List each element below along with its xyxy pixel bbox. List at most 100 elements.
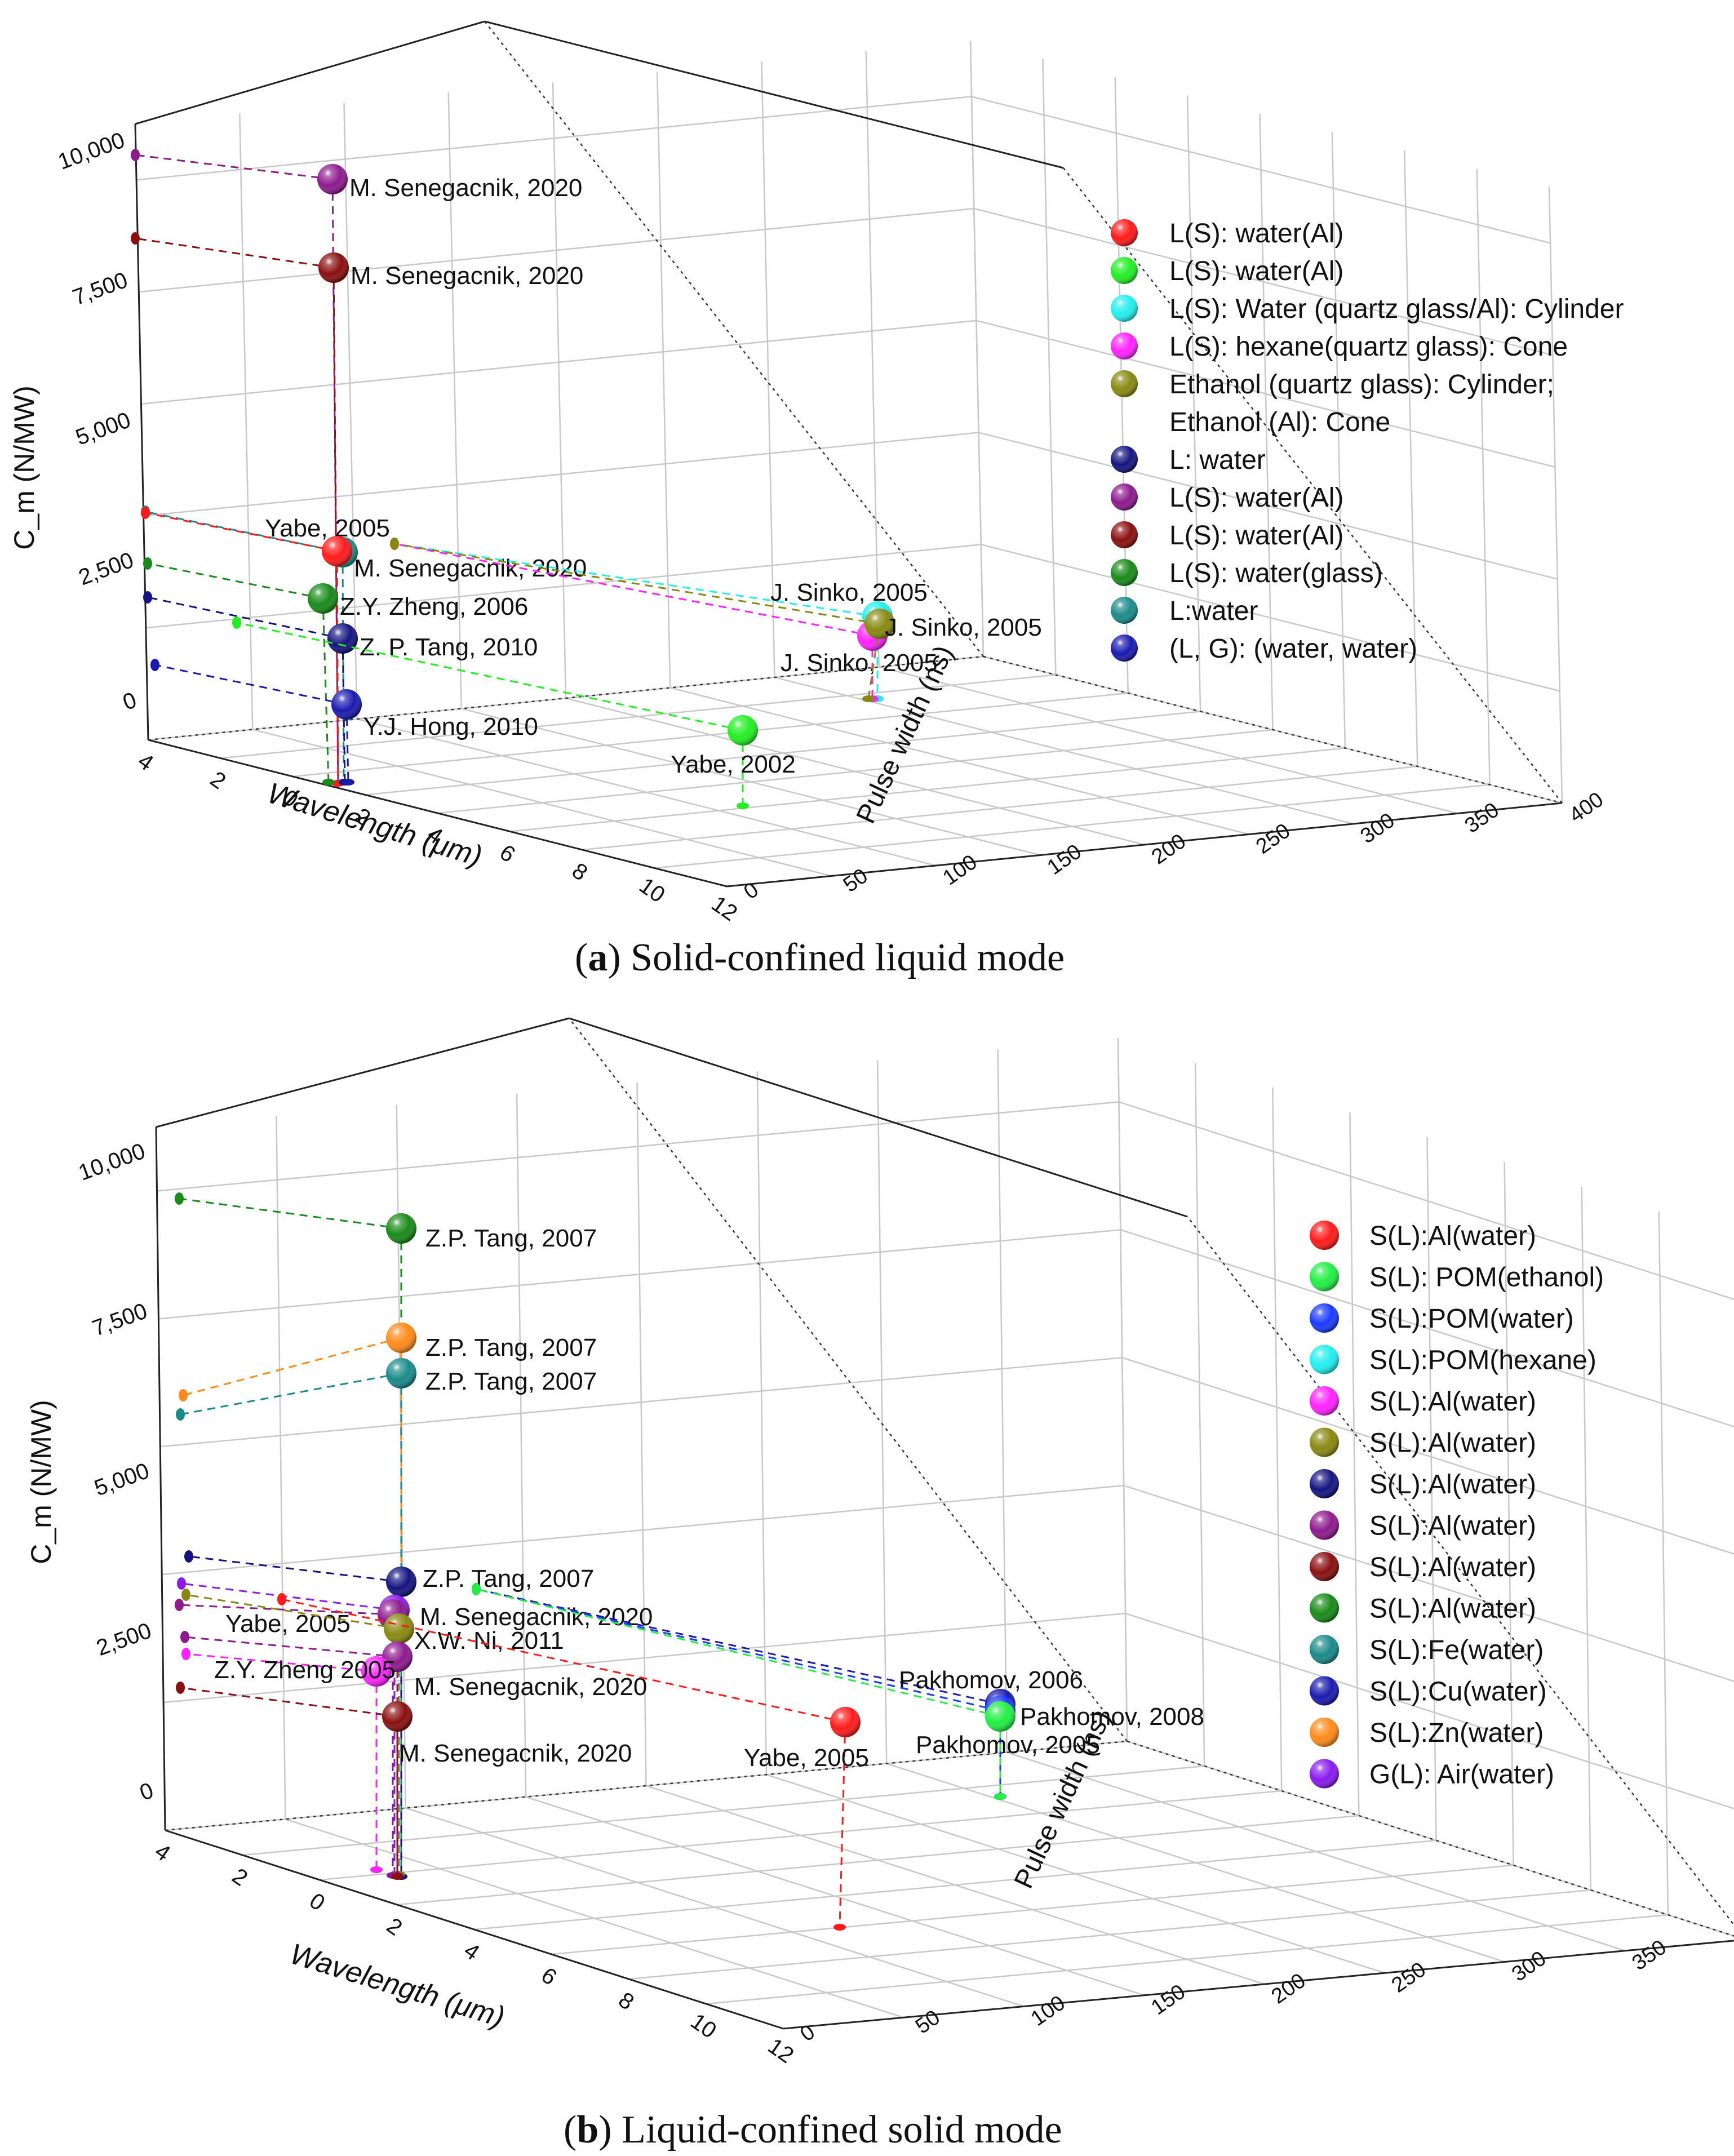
pb-data-label: Z.P. Tang, 2007	[423, 1565, 594, 1592]
pb-z-axis-title: C_m (N/MW)	[25, 1400, 57, 1564]
pb-box-edges	[155, 1017, 1734, 2030]
pb-floor-marker	[994, 1793, 1006, 1800]
pa-wall-marker	[131, 149, 140, 161]
pb-floor-grid-x	[551, 1864, 1514, 1955]
pb-data-point: M. Senegacnik, 2020	[176, 1682, 632, 1880]
pb-legend-item: S(L):Al(water)	[1310, 1552, 1536, 1582]
pb-projection-line	[181, 1582, 395, 1611]
pb-hidden-edge	[165, 1740, 1128, 1831]
pb-wall-grid	[516, 1093, 527, 1797]
pb-x-tick-label: 6	[536, 1963, 561, 1990]
pb-data-sphere-shine	[830, 1707, 861, 1737]
pa-x-tick-label: 2	[206, 766, 230, 794]
pa-drop-line	[336, 551, 339, 784]
pb-legend-sphere-shine	[1310, 1221, 1339, 1250]
pb-legend-label: S(L):Fe(water)	[1369, 1635, 1544, 1665]
pa-z-tick-label: 0	[119, 687, 140, 715]
pb-z-tick-label: 5,000	[91, 1458, 153, 1501]
pa-y-tick-label: 200	[1147, 829, 1190, 870]
pb-wall-grid	[877, 1060, 888, 1764]
pa-legend-label: L(S): water(Al)	[1169, 219, 1343, 249]
pa-legend-label: Ethanol (Al): Cone	[1169, 407, 1390, 437]
pb-floor-grid-y	[766, 1774, 1385, 1974]
pa-legend-sphere-shine	[1111, 295, 1138, 322]
pa-wall-grid	[1476, 168, 1491, 785]
pb-data-point: Pakhomov, 2005	[472, 1583, 1100, 1800]
pa-data-point: M. Senegacnik, 2020	[141, 507, 587, 787]
pa-y-tick-label: 400	[1565, 788, 1608, 828]
pa-data-sphere-shine	[331, 689, 362, 720]
pa-hidden-edge	[983, 655, 1563, 804]
pb-data-sphere-shine	[361, 1656, 392, 1687]
pb-wall-grid	[1581, 1186, 1591, 1891]
pb-legend-item: S(L):Al(water)	[1310, 1510, 1536, 1541]
pa-z-axis-title: C_m (N/MW)	[8, 385, 40, 550]
pa-legend-sphere-shine	[1111, 219, 1138, 246]
pb-legend-label: S(L):POM(hexane)	[1369, 1346, 1596, 1376]
pa-wall-marker	[143, 557, 152, 570]
pa-legend-item: L(S): water(Al)	[1111, 256, 1343, 286]
pa-wall-grid	[978, 432, 1558, 580]
pb-data-label: Z.P. Tang, 2007	[425, 1334, 597, 1361]
pa-data-point: J. Sinko, 2005	[390, 538, 1042, 702]
pb-z-tick-label: 2,500	[93, 1618, 154, 1661]
pa-legend-item: L: water	[1111, 445, 1266, 475]
pa-wall-grid	[1186, 95, 1201, 712]
pa-axis-wavelength	[148, 739, 728, 888]
pa-data-label: Z.Y. Zheng, 2006	[340, 593, 528, 620]
pb-legend-sphere-shine	[1310, 1303, 1339, 1333]
pb-legend-item: S(L):POM(hexane)	[1310, 1345, 1596, 1376]
pb-legend-item: S(L):Cu(water)	[1310, 1676, 1547, 1707]
pa-legend-item: L(S): water(Al)	[1111, 219, 1343, 249]
pb-legend-label: S(L): POM(ethanol)	[1369, 1263, 1604, 1293]
pb-x-tick-label: 8	[614, 1988, 638, 2015]
pb-legend-item: S(L):Al(water)	[1310, 1427, 1536, 1458]
pb-projection-line	[476, 1588, 1001, 1712]
pb-data-sphere-shine	[985, 1701, 1015, 1732]
pb-y-tick-label: 50	[911, 2006, 944, 2039]
pb-wall-grid	[1349, 1112, 1360, 1816]
pa-wall-grid	[447, 92, 462, 709]
pa-wall-grid	[136, 96, 972, 181]
pb-wall-grid	[636, 1082, 647, 1786]
pa-axis-cm	[134, 123, 149, 740]
caption-a-letter: a	[588, 936, 608, 979]
pa-legend-label: L(S): water(Al)	[1169, 256, 1343, 286]
pb-data-point: Z.P. Tang, 2007	[176, 1358, 597, 1880]
pb-wall-grid	[1117, 1037, 1128, 1742]
pa-wall-grid	[1042, 59, 1057, 675]
pb-data-point: Z.P. Tang, 2007	[175, 1192, 597, 1880]
pb-data-point: Yabe, 2005	[277, 1593, 869, 1931]
pa-data-sphere-shine	[864, 609, 895, 639]
pb-data-label: Pakhomov, 2005	[916, 1731, 1100, 1759]
pb-legend-item: S(L): POM(ethanol)	[1310, 1262, 1604, 1293]
pb-data-label: Z.Y. Zheng 2005	[214, 1656, 396, 1684]
pa-legend-label: L:water	[1169, 596, 1258, 626]
pa-data-point: M. Senegacnik, 2020	[131, 232, 583, 787]
pa-gridlines	[134, 40, 1563, 888]
pb-wall-grid	[1658, 1211, 1669, 1915]
pa-axis-pulse-width	[726, 802, 1563, 888]
pb-legend-label: G(L): Air(water)	[1369, 1760, 1554, 1790]
pb-wall-marker	[180, 1631, 189, 1643]
pb-wall-grid	[1504, 1161, 1514, 1866]
pb-x-tick-label: 4	[150, 1839, 175, 1866]
caption-b-letter: b	[576, 2108, 599, 2151]
pa-drop-line	[322, 598, 330, 783]
pa-wall-marker	[390, 538, 399, 550]
pa-wall-marker	[232, 616, 241, 629]
pb-legend-sphere-shine	[1310, 1635, 1339, 1664]
pa-legend-item: L(S): hexane(quartz glass): Cone	[1111, 332, 1568, 362]
caption-a-text: Solid-confined liquid mode	[631, 936, 1065, 979]
pb-data-point: X.W. Ni, 2011	[181, 1589, 564, 1878]
pa-legend-item: L(S): Water (quartz glass/Al): Cylinder	[1111, 294, 1624, 324]
pa-legend-item: L(S): water(Al)	[1111, 521, 1343, 551]
pa-projection-line	[394, 543, 878, 618]
pb-floor-marker	[833, 1924, 846, 1931]
pa-z-tick-label: 5,000	[73, 407, 134, 450]
pb-y-tick-label: 350	[1628, 1936, 1671, 1976]
pa-wall-grid	[1548, 187, 1563, 804]
pa-data-label: Y.J. Hong, 2010	[363, 713, 538, 740]
pa-data-sphere-shine	[318, 252, 349, 283]
pb-legend-sphere-shine	[1310, 1552, 1339, 1581]
